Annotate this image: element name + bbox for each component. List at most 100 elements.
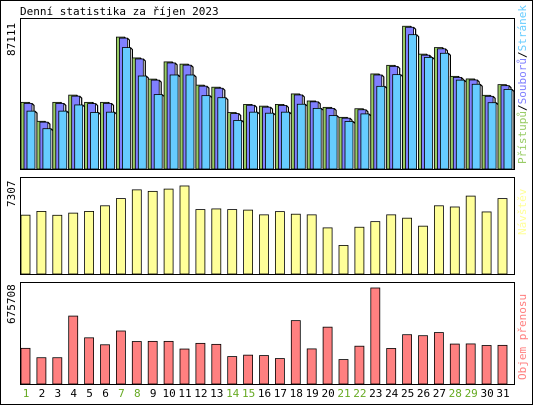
- hits-bar-Stránek-26: [424, 57, 433, 170]
- hits-bar-Stránek-15: [249, 111, 259, 170]
- visits-bar-13: [211, 208, 222, 275]
- bytes-bar-8: [131, 341, 142, 385]
- visits-bar-3: [52, 214, 63, 275]
- visits-bars: [20, 185, 508, 275]
- hits-bar-Stránek-30: [487, 102, 497, 170]
- hits-bar-Stránek-7: [122, 47, 131, 170]
- hits-bar-Stránek-2: [42, 128, 52, 170]
- bytes-bar-27: [433, 332, 444, 385]
- hits-bar-Stránek-1: [26, 110, 36, 170]
- bytes-bar-15: [243, 354, 254, 385]
- bytes-bars: [20, 287, 508, 385]
- hits-bar-Stránek-27: [439, 52, 449, 170]
- bytes-bar-17: [274, 358, 285, 385]
- panel-bytes-frame: [20, 282, 515, 385]
- visits-bar-5: [84, 211, 94, 275]
- visits-bar-25: [402, 217, 413, 275]
- bytes-bar-25: [402, 334, 413, 385]
- bytes-ymax-label: 675708: [5, 284, 18, 324]
- hits-bar-Stránek-4: [74, 104, 84, 170]
- visits-bar-21: [338, 245, 349, 275]
- bytes-bar-2: [36, 357, 47, 385]
- visits-bar-28: [449, 206, 460, 275]
- bytes-bar-3: [52, 357, 63, 385]
- legend-entry-1: /: [516, 104, 529, 111]
- hits-bar-Stránek-16: [265, 112, 274, 170]
- visits-bar-1: [20, 214, 31, 275]
- visits-bar-2: [36, 211, 47, 275]
- bytes-bar-5: [84, 337, 94, 385]
- visits-bar-19: [306, 214, 317, 275]
- visits-bar-23: [370, 221, 381, 275]
- bytes-legend: Objem přenosu: [516, 294, 529, 380]
- visits-bar-14: [227, 209, 238, 275]
- hits-bar-Stránek-19: [312, 107, 322, 170]
- legend-entry-2: Souborů: [516, 58, 529, 104]
- day-label-30: 30: [480, 387, 493, 400]
- hits-bar-Stránek-14: [233, 120, 243, 170]
- panel-hits: 87111 Přístupů/Souborů/Stránek: [5, 5, 529, 170]
- hits-bar-Stránek-21: [344, 121, 354, 170]
- bytes-bar-23: [370, 287, 381, 385]
- bytes-bar-9: [147, 340, 158, 385]
- day-label-24: 24: [385, 387, 399, 400]
- day-label-6: 6: [102, 387, 109, 400]
- visits-bar-11: [179, 185, 190, 275]
- visits-ymax-label: 7307: [5, 181, 18, 208]
- hits-bar-Stránek-24: [392, 74, 402, 170]
- visits-bar-7: [116, 198, 126, 275]
- bytes-bar-24: [386, 348, 397, 385]
- day-label-8: 8: [134, 387, 141, 400]
- visits-bar-16: [259, 214, 269, 275]
- hits-legend: Přístupů/Souborů/Stránek: [516, 5, 529, 164]
- day-label-7: 7: [118, 387, 125, 400]
- visits-legend: Návštěv: [516, 188, 529, 235]
- day-label-15: 15: [242, 387, 255, 400]
- day-label-9: 9: [150, 387, 157, 400]
- legend-entry-0: Objem přenosu: [516, 294, 529, 380]
- hits-bar-Stránek-28: [455, 79, 465, 170]
- day-label-27: 27: [433, 387, 446, 400]
- visits-bar-24: [386, 214, 397, 275]
- bytes-bar-29: [465, 343, 476, 385]
- day-label-22: 22: [353, 387, 366, 400]
- day-labels: 1 2 3 4 5 6 7 8 9 10 11 12 13 14 15 16 17 18 19 20 21 22 23 24 2…: [23, 387, 510, 400]
- visits-bar-17: [274, 211, 285, 275]
- hits-bar-Stránek-18: [296, 103, 306, 170]
- bytes-bar-6: [100, 344, 110, 385]
- chart-title: Denní statistika za říjen 2023: [20, 5, 219, 18]
- hits-bar-Stránek-29: [471, 83, 481, 170]
- day-label-3: 3: [54, 387, 61, 400]
- visits-bar-9: [147, 190, 158, 275]
- day-label-2: 2: [39, 387, 46, 400]
- day-label-10: 10: [162, 387, 175, 400]
- hits-bar-Stránek-5: [90, 112, 99, 170]
- hits-bar-Stránek-20: [328, 115, 338, 170]
- day-label-12: 12: [194, 387, 207, 400]
- day-label-13: 13: [210, 387, 223, 400]
- legend-entry-3: /: [516, 51, 529, 58]
- visits-bar-29: [465, 195, 476, 275]
- visits-bar-31: [497, 198, 508, 275]
- bytes-bar-7: [116, 330, 126, 385]
- day-label-26: 26: [417, 387, 430, 400]
- bytes-bar-4: [68, 315, 79, 385]
- hits-bar-Stránek-23: [376, 85, 386, 170]
- bytes-bar-26: [418, 335, 428, 385]
- day-label-5: 5: [86, 387, 93, 400]
- bytes-bar-28: [449, 343, 460, 385]
- bytes-bar-18: [290, 320, 301, 385]
- day-label-18: 18: [290, 387, 303, 400]
- visits-bar-12: [195, 209, 206, 275]
- day-label-1: 1: [23, 387, 30, 400]
- hits-bar-Stránek-17: [280, 111, 290, 170]
- visits-bar-26: [418, 225, 428, 275]
- day-label-23: 23: [369, 387, 382, 400]
- bytes-bar-21: [338, 359, 349, 385]
- day-label-29: 29: [465, 387, 478, 400]
- visits-bar-10: [163, 188, 174, 275]
- day-label-28: 28: [449, 387, 462, 400]
- hits-bar-Stránek-22: [360, 113, 370, 170]
- bytes-bar-14: [227, 356, 238, 385]
